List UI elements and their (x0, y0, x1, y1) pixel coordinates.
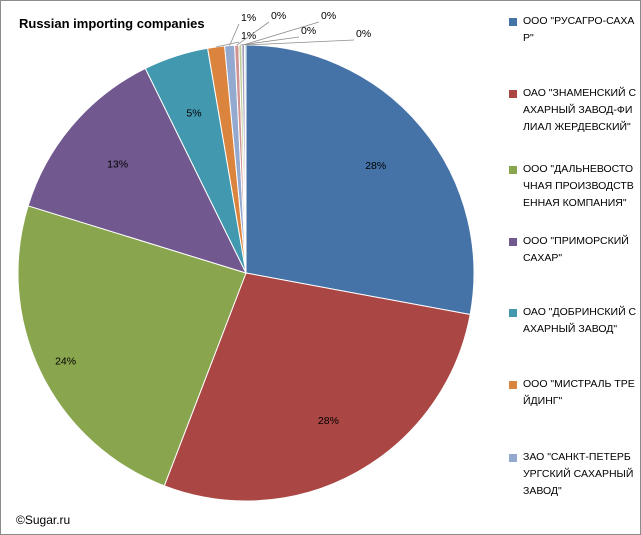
data-label: 0% (271, 10, 286, 22)
legend-item: ООО "МИСТРАЛЬ ТРЕЙДИНГ" (509, 376, 637, 410)
legend-swatch (509, 381, 517, 389)
legend-swatch (509, 18, 517, 26)
pie-slice (163, 272, 471, 502)
pie-chart: 28%28%24%13%5%1%1% 0%0%0%0% (17, 10, 475, 502)
data-label: 28% (318, 415, 339, 427)
legend-swatch (509, 90, 517, 98)
legend-swatch (509, 238, 517, 246)
legend-item: ОАО "ЗНАМЕНСКИЙ САХАРНЫЙ ЗАВОД-ФИЛИАЛ ЖЕ… (509, 85, 637, 136)
leader-line (236, 21, 270, 46)
data-label: 0% (321, 10, 336, 22)
leader-line (216, 41, 240, 48)
legend-swatch (509, 309, 517, 317)
data-label: 0% (301, 25, 316, 37)
legend-label: ОАО "ЗНАМЕНСКИЙ САХАРНЫЙ ЗАВОД-ФИЛИАЛ ЖЕ… (523, 87, 637, 133)
leader-line (245, 39, 355, 46)
leader-line (242, 21, 320, 46)
legend-item: ООО "ПРИМОРСКИЙ САХАР" (509, 233, 637, 267)
legend-item: ОАО "ДОБРИНСКИЙ САХАРНЫЙ ЗАВОД" (509, 304, 637, 338)
legend-swatch (509, 454, 517, 462)
leader-line (229, 23, 240, 46)
legend-label: ООО "ПРИМОРСКИЙ САХАР" (523, 235, 629, 264)
data-label: 24% (55, 356, 76, 368)
legend-label: ЗАО "САНКТ-ПЕТЕРБУРГСКИЙ САХАРНЫЙ ЗАВОД" (523, 451, 634, 497)
pie-slice (27, 67, 247, 274)
legend-label: ООО "РУСАГРО-САХАР" (523, 15, 635, 44)
legend-label: ОАО "ДОБРИНСКИЙ САХАРНЫЙ ЗАВОД" (523, 306, 637, 335)
data-label: 1% (241, 12, 256, 24)
data-label: 0% (356, 28, 371, 40)
data-label: 13% (107, 159, 128, 171)
leader-line (240, 36, 300, 46)
data-label: 5% (186, 108, 201, 120)
legend-item: ООО "РУСАГРО-САХАР" (509, 13, 637, 47)
chart-title: Russian importing companies (19, 16, 205, 31)
data-label: 28% (365, 160, 386, 172)
legend-label: ООО "МИСТРАЛЬ ТРЕЙДИНГ" (523, 378, 635, 407)
legend-item: ООО "ДАЛЬНЕВОСТОЧНАЯ ПРОИЗВОДСТВЕННАЯ КО… (509, 161, 637, 212)
legend-item: ЗАО "САНКТ-ПЕТЕРБУРГСКИЙ САХАРНЫЙ ЗАВОД" (509, 449, 637, 500)
legend-swatch (509, 166, 517, 174)
legend-label: ООО "ДАЛЬНЕВОСТОЧНАЯ ПРОИЗВОДСТВЕННАЯ КО… (523, 163, 634, 209)
copyright-text: ©Sugar.ru (16, 513, 71, 527)
pie-slice (17, 205, 247, 487)
pie-slice (245, 44, 475, 316)
